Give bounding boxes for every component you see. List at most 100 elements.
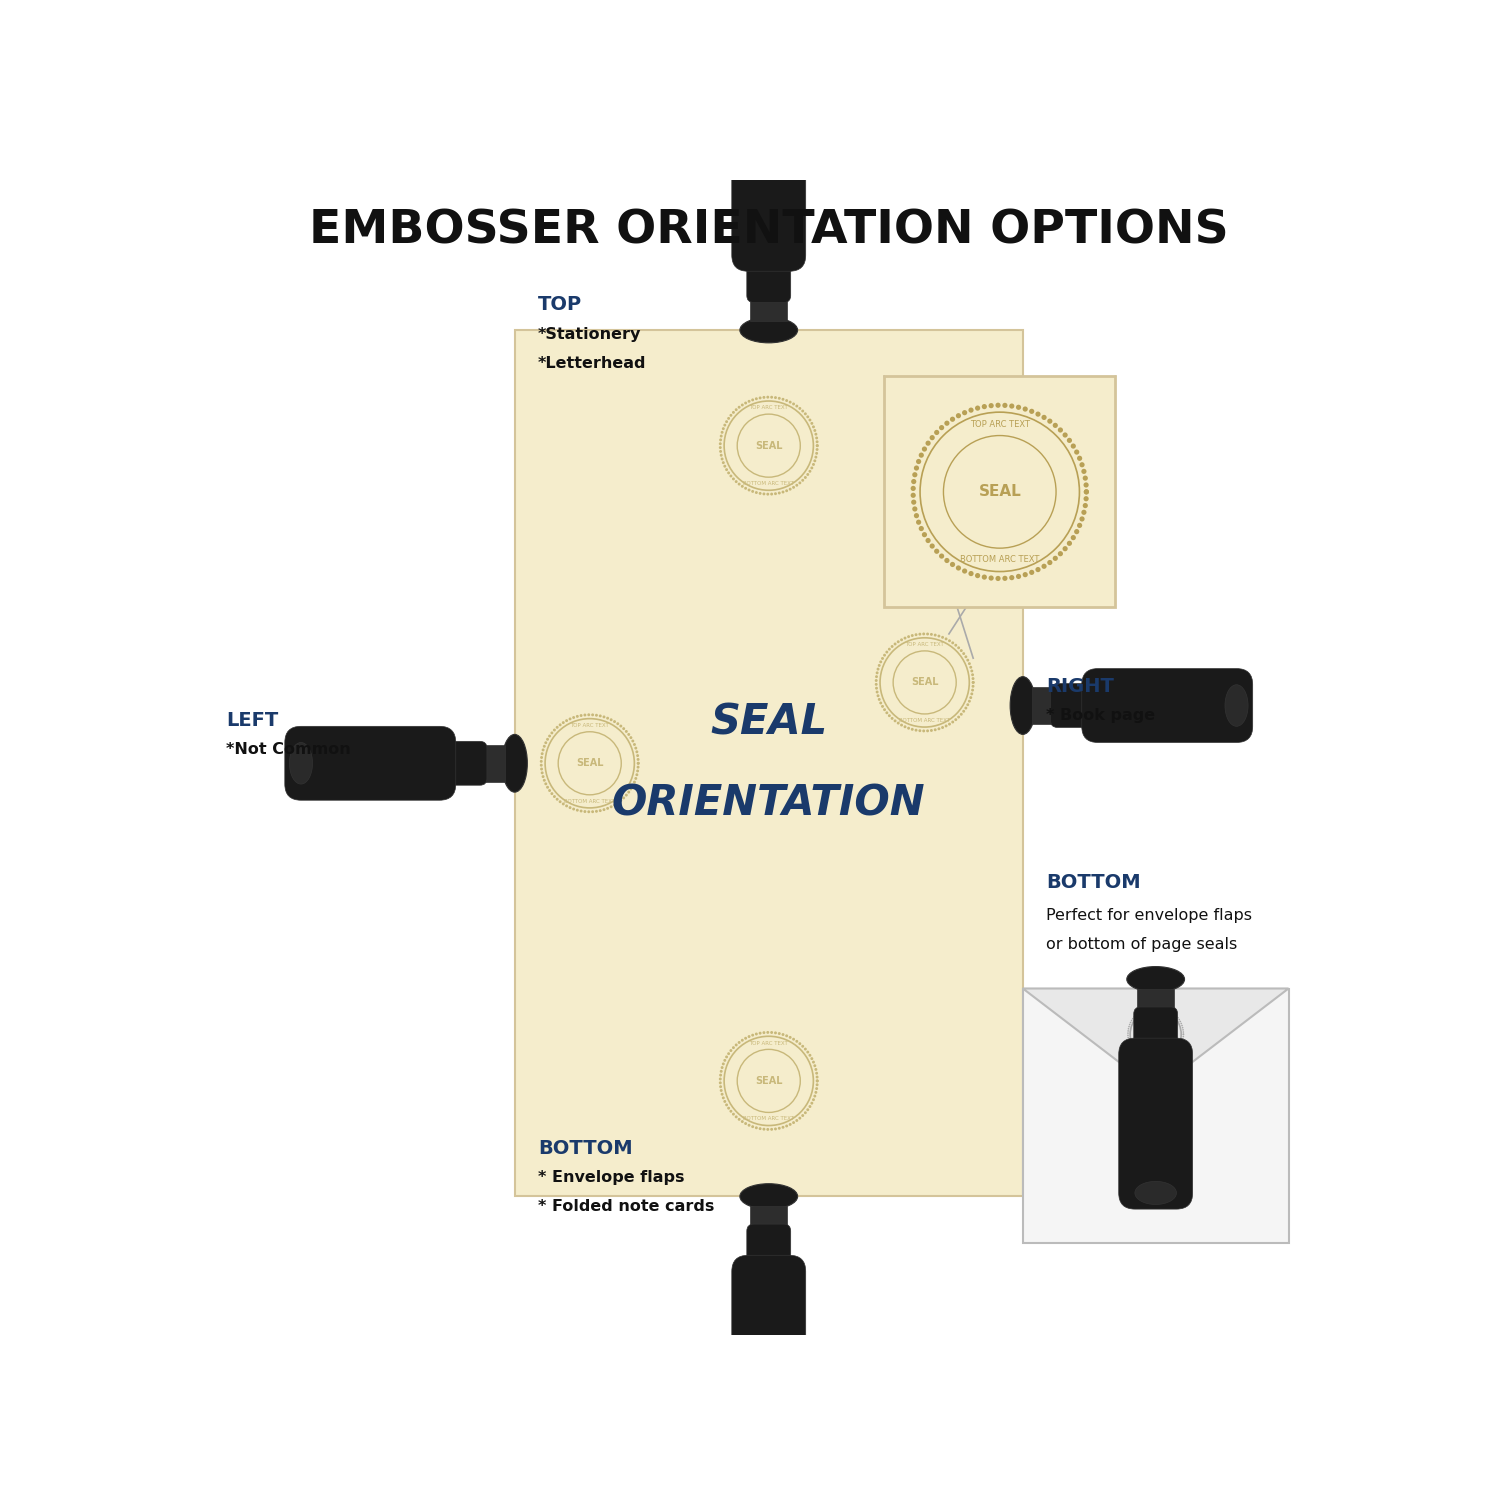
Circle shape [550, 792, 554, 795]
Circle shape [543, 746, 546, 747]
Circle shape [808, 419, 812, 422]
Circle shape [741, 1040, 744, 1041]
Circle shape [1138, 1056, 1140, 1058]
Circle shape [555, 726, 558, 729]
Circle shape [939, 424, 944, 430]
Circle shape [732, 1046, 735, 1048]
Circle shape [636, 765, 639, 768]
Circle shape [1148, 1060, 1149, 1062]
Circle shape [1016, 405, 1022, 410]
Circle shape [606, 807, 609, 810]
Circle shape [782, 490, 784, 494]
Circle shape [579, 810, 582, 813]
Circle shape [540, 760, 543, 764]
Circle shape [636, 754, 639, 758]
Circle shape [903, 636, 906, 639]
Circle shape [922, 447, 927, 452]
Circle shape [609, 718, 612, 722]
FancyBboxPatch shape [732, 1256, 806, 1426]
Circle shape [614, 804, 616, 807]
Circle shape [778, 492, 780, 495]
Circle shape [540, 764, 543, 766]
Circle shape [1128, 1036, 1130, 1038]
Circle shape [789, 1036, 792, 1040]
Circle shape [1082, 510, 1086, 515]
Circle shape [1128, 1028, 1130, 1029]
Text: SEAL: SEAL [1142, 1029, 1170, 1039]
Circle shape [718, 1077, 722, 1080]
Circle shape [754, 398, 758, 400]
Circle shape [720, 458, 723, 460]
Circle shape [1132, 1019, 1134, 1020]
Circle shape [724, 468, 728, 471]
Circle shape [1130, 1046, 1131, 1047]
Circle shape [798, 406, 801, 410]
Circle shape [1158, 1007, 1161, 1008]
Circle shape [636, 774, 639, 776]
Circle shape [1167, 1008, 1168, 1010]
Bar [1137, 988, 1174, 1017]
Circle shape [540, 752, 543, 754]
Circle shape [1062, 432, 1068, 438]
Circle shape [735, 480, 738, 483]
Circle shape [1176, 1052, 1178, 1053]
Circle shape [918, 453, 924, 458]
Circle shape [939, 554, 944, 558]
Circle shape [729, 474, 732, 477]
Circle shape [795, 405, 798, 408]
Circle shape [720, 435, 723, 438]
Circle shape [930, 435, 934, 439]
Circle shape [626, 730, 628, 734]
Circle shape [584, 714, 586, 717]
Circle shape [1080, 462, 1084, 468]
Circle shape [888, 648, 891, 651]
Text: SEAL: SEAL [910, 678, 939, 687]
Circle shape [922, 633, 926, 636]
Circle shape [1136, 1013, 1138, 1014]
Circle shape [778, 1126, 780, 1130]
Circle shape [1138, 1011, 1140, 1013]
Circle shape [1035, 567, 1041, 572]
Circle shape [633, 780, 636, 783]
Circle shape [735, 408, 738, 411]
Circle shape [938, 634, 940, 638]
Circle shape [1182, 1034, 1184, 1035]
Circle shape [1132, 1016, 1136, 1017]
Circle shape [568, 717, 572, 720]
Circle shape [770, 396, 772, 399]
Circle shape [792, 402, 795, 405]
Circle shape [968, 700, 970, 702]
Text: BOTTOM: BOTTOM [1046, 873, 1140, 892]
Circle shape [910, 634, 914, 638]
Circle shape [718, 438, 722, 441]
Circle shape [966, 704, 969, 706]
Circle shape [630, 736, 633, 740]
Circle shape [1167, 1059, 1168, 1060]
Circle shape [807, 416, 808, 419]
Bar [750, 292, 788, 321]
Circle shape [752, 490, 754, 494]
Circle shape [1173, 1054, 1174, 1056]
Circle shape [1140, 1010, 1142, 1013]
Circle shape [1062, 546, 1068, 552]
Circle shape [915, 729, 918, 732]
Circle shape [914, 465, 920, 471]
Circle shape [543, 778, 546, 782]
Circle shape [744, 1122, 747, 1125]
Circle shape [789, 1124, 792, 1126]
Circle shape [609, 806, 612, 808]
Text: BOTTOM ARC TEXT: BOTTOM ARC TEXT [744, 482, 795, 486]
Circle shape [950, 417, 956, 422]
Circle shape [568, 806, 572, 808]
Circle shape [1142, 1010, 1143, 1011]
Text: * Book page: * Book page [1046, 708, 1155, 723]
Bar [1032, 687, 1060, 724]
Circle shape [878, 664, 880, 668]
Circle shape [815, 432, 818, 435]
Circle shape [603, 808, 606, 812]
Circle shape [1128, 1041, 1130, 1042]
Circle shape [720, 1066, 723, 1070]
Circle shape [720, 454, 723, 456]
Circle shape [813, 459, 816, 462]
Circle shape [1134, 1014, 1137, 1016]
